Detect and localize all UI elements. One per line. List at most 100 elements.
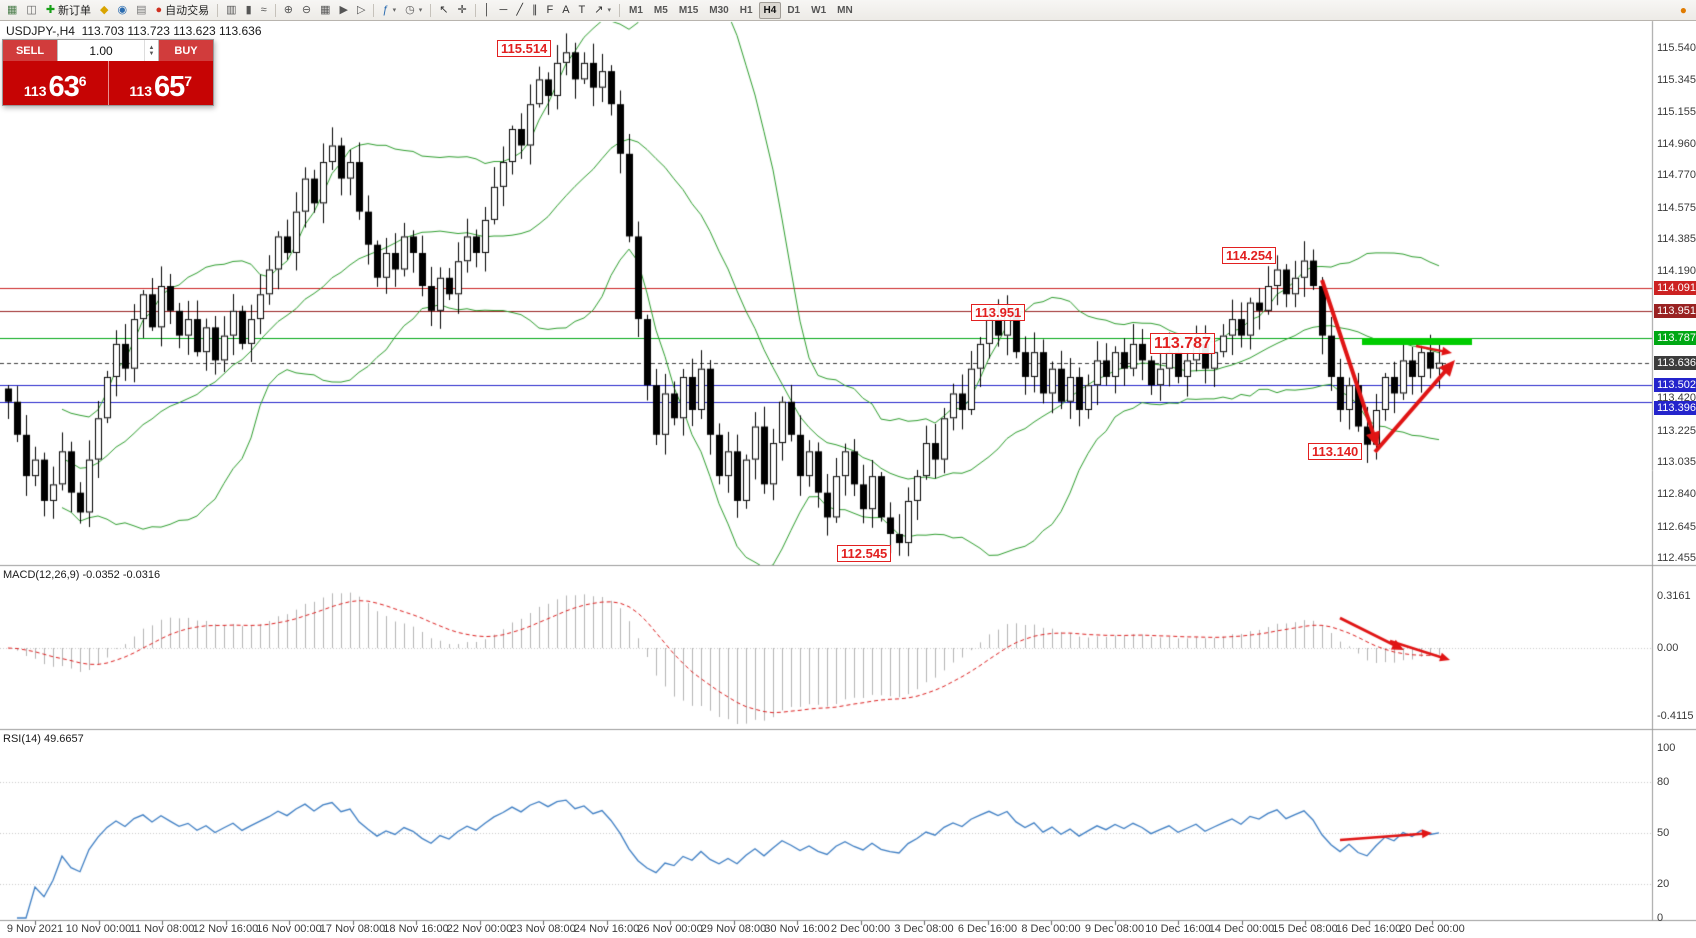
- vertical-line-icon: │: [483, 3, 491, 16]
- timeframe-m5[interactable]: M5: [653, 4, 668, 16]
- text-icon[interactable]: A: [558, 1, 573, 20]
- volume-value[interactable]: 1.00: [89, 43, 113, 58]
- charts-grid-icon[interactable]: ▦: [3, 1, 21, 20]
- label-icon: T: [578, 3, 586, 16]
- price-annotation[interactable]: 113.140: [1308, 443, 1363, 460]
- buy-price-pip-digit: 7: [184, 73, 193, 89]
- buy-button[interactable]: BUY: [159, 40, 213, 61]
- trade-panel-header: SELL 1.00 ▲ ▼ BUY: [3, 40, 213, 61]
- sell-price-button[interactable]: 113 63 6: [3, 61, 109, 105]
- timeframe-m1[interactable]: M1: [629, 4, 643, 16]
- volume-up-icon[interactable]: ▲: [148, 44, 155, 51]
- arrows-icon: ↗: [594, 3, 604, 16]
- time-axis-label: 6 Dec 16:00: [957, 923, 1018, 935]
- arrows-icon[interactable]: ↗ ▾: [590, 1, 615, 20]
- vertical-line-icon[interactable]: │: [480, 1, 495, 20]
- bar-chart-icon: ▥: [226, 3, 237, 16]
- channel-icon[interactable]: ∥: [528, 1, 542, 20]
- new-order-button-label: 新订单: [58, 5, 92, 17]
- sell-price-handle: 113: [23, 83, 47, 99]
- toolbar-separator: [619, 3, 621, 17]
- cursor-icon[interactable]: ↖: [435, 1, 452, 20]
- trendline-icon[interactable]: ╱: [512, 1, 527, 20]
- connection-status-icon: ●: [1679, 3, 1687, 17]
- price-scale-tick: 114.190: [1657, 265, 1696, 278]
- metaeditor-icon: ◆: [100, 3, 109, 16]
- macd-scale-tick: 0.3161: [1657, 589, 1691, 602]
- zoom-in-icon: ⊕: [283, 3, 293, 16]
- price-scale-tick: 112.455: [1657, 551, 1696, 564]
- time-axis-label: 18 Nov 16:00: [383, 923, 449, 935]
- line-chart-icon[interactable]: ≈: [257, 1, 271, 20]
- rsi-scale-tick: 20: [1657, 878, 1670, 890]
- price-annotation[interactable]: 113.787: [1150, 333, 1215, 354]
- tile-windows-icon[interactable]: ▦: [316, 1, 334, 20]
- rsi-scale-tick: 50: [1657, 827, 1670, 839]
- volume-stepper[interactable]: ▲ ▼: [144, 40, 158, 61]
- auto-trading-button[interactable]: ● 自动交易: [152, 1, 214, 20]
- price-annotation[interactable]: 112.545: [837, 545, 892, 562]
- toolbar: ▦ ◫ ✚ 新订单 ◆ ◉ ▤ ● 自动交易 ▥ ▮ ≈ ⊕ ⊖ ▦ ▶ ▷ ƒ ▾ ◷ ▾ ↖ ✛ │ ─ ╱ ∥ F A T ↗ ▾ M1 M…: [0, 0, 1696, 21]
- candlestick-chart-icon[interactable]: ▮: [242, 1, 256, 20]
- time-axis-label: 22 Nov 00:00: [446, 923, 513, 935]
- buy-price-button[interactable]: 113 65 7: [108, 61, 213, 105]
- sell-button[interactable]: SELL: [3, 40, 57, 61]
- price-scale-tick: 114.960: [1657, 137, 1696, 150]
- dropdown-arrow-icon: ▾: [418, 7, 423, 14]
- rsi-scale-tick: 80: [1657, 776, 1670, 788]
- time-axis-label: 9 Dec 08:00: [1084, 923, 1145, 935]
- fibonacci-icon[interactable]: F: [542, 1, 557, 20]
- label-icon[interactable]: T: [575, 1, 590, 20]
- crosshair-icon[interactable]: ✛: [453, 1, 470, 20]
- new-order-button[interactable]: ✚ 新订单: [42, 1, 95, 20]
- market-watch-icon[interactable]: ◉: [114, 1, 132, 20]
- timeframe-h1[interactable]: H1: [739, 4, 753, 16]
- toolbar-separator: [217, 3, 219, 17]
- zoom-out-icon[interactable]: ⊖: [298, 1, 315, 20]
- timeframe-m30[interactable]: M30: [709, 4, 729, 16]
- price-level-label: 114.091: [1654, 280, 1696, 295]
- indicators-icon: ƒ: [382, 3, 389, 16]
- price-scale-tick: 112.840: [1657, 488, 1696, 501]
- timeframe-m15[interactable]: M15: [678, 4, 699, 16]
- time-axis-label: 29 Nov 08:00: [700, 923, 767, 935]
- profile-icon: ◫: [26, 3, 37, 16]
- navigator-icon[interactable]: ▤: [132, 1, 150, 20]
- horizontal-line-icon: ─: [499, 3, 508, 16]
- time-axis-label: 12 Nov 16:00: [192, 923, 259, 935]
- navigator-icon: ▤: [136, 3, 147, 16]
- zoom-in-icon[interactable]: ⊕: [280, 1, 297, 20]
- metaeditor-icon[interactable]: ◆: [96, 1, 112, 20]
- auto-scroll-icon[interactable]: ▶: [336, 1, 352, 20]
- timeframe-h4[interactable]: H4: [758, 1, 782, 19]
- price-level-label: 113.502: [1654, 377, 1696, 392]
- bar-chart-icon[interactable]: ▥: [222, 1, 240, 20]
- volume-down-icon[interactable]: ▼: [148, 50, 155, 57]
- price-scale-tick: 112.645: [1657, 520, 1696, 533]
- time-axis-label: 10 Dec 16:00: [1145, 923, 1211, 935]
- horizontal-line-icon[interactable]: ─: [496, 1, 512, 20]
- sell-price-pip-digit: 6: [78, 73, 87, 89]
- auto-trading-icon: ●: [155, 3, 163, 16]
- time-axis-label: 15 Dec 08:00: [1272, 923, 1338, 935]
- periods-icon[interactable]: ◷ ▾: [401, 1, 426, 20]
- toolbar-separator: [430, 3, 432, 17]
- profile-icon[interactable]: ◫: [22, 1, 40, 20]
- price-level-label: 113.396: [1654, 401, 1696, 416]
- chart-shift-icon[interactable]: ▷: [353, 1, 369, 20]
- price-annotation[interactable]: 113.951: [971, 304, 1026, 321]
- time-axis-label: 8 Dec 00:00: [1021, 923, 1081, 935]
- rsi-scale-tick: 0: [1657, 912, 1664, 924]
- market-watch-icon: ◉: [117, 3, 128, 16]
- volume-field[interactable]: 1.00 ▲ ▼: [57, 40, 159, 61]
- timeframe-w1[interactable]: W1: [811, 4, 827, 16]
- indicators-icon[interactable]: ƒ ▾: [378, 1, 400, 20]
- timeframe-mn[interactable]: MN: [837, 4, 853, 16]
- time-axis-label: 2 Dec 00:00: [830, 923, 891, 935]
- timeframe-d1[interactable]: D1: [787, 4, 801, 16]
- trendline-icon: ╱: [516, 3, 523, 16]
- price-annotation[interactable]: 114.254: [1222, 247, 1277, 264]
- price-level-label: 113.951: [1654, 303, 1696, 318]
- price-annotation[interactable]: 115.514: [497, 40, 552, 57]
